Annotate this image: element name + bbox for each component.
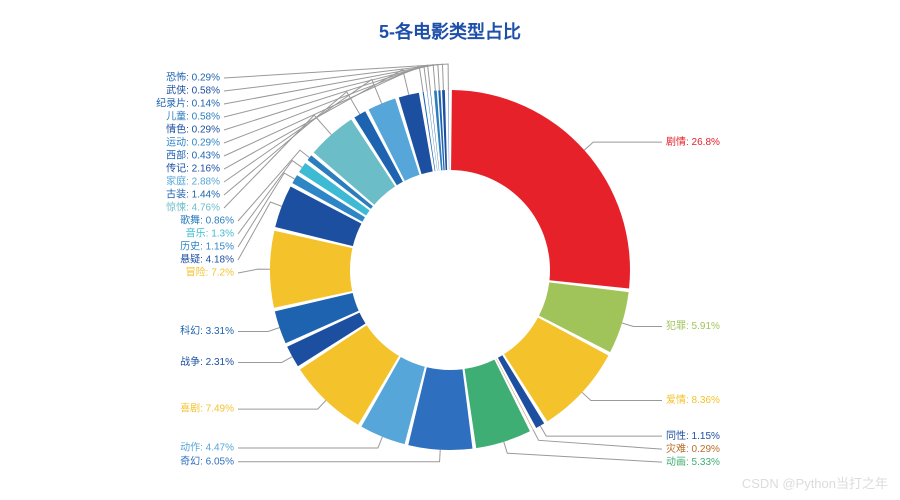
- label-leader: [533, 430, 662, 449]
- slice-label: 纪录片: 0.14%: [156, 97, 220, 110]
- slice-label: 动作: 4.47%: [180, 442, 234, 454]
- slice-label: 歌舞: 0.86%: [180, 214, 234, 227]
- slice-label: 喜剧: 7.49%: [180, 402, 234, 415]
- slice-label: 古装: 1.44%: [166, 188, 220, 201]
- slice-label: 惊悚: 4.76%: [166, 201, 220, 214]
- slice-label: 悬疑: 4.18%: [180, 254, 234, 266]
- donut-chart: 剧情: 26.8% 犯罪: 5.91% 爱情: 8.36% 同性: 1.15%灾难: …: [0, 0, 900, 500]
- label-leader: [238, 328, 279, 332]
- label-leader: [540, 426, 662, 436]
- label-leader: [238, 400, 326, 409]
- pie-slice: [448, 90, 449, 170]
- slice-label: 同性: 1.15%: [666, 429, 720, 442]
- slice-label: 爱情: 8.36%: [666, 393, 720, 406]
- slice-label: 动画: 5.33%: [666, 456, 720, 468]
- label-leader: [622, 323, 662, 327]
- label-leader: [584, 142, 662, 150]
- slice-label: 冒险: 7.2%: [186, 266, 234, 279]
- slice-label: 灾难: 0.29%: [666, 442, 720, 455]
- slice-label: 儿童: 0.58%: [166, 110, 220, 123]
- slice-label: 科幻: 3.31%: [180, 324, 234, 337]
- slice-label: 恐怖: 0.29%: [166, 71, 220, 84]
- slice-label: 传记: 2.16%: [166, 163, 220, 175]
- label-leader: [238, 357, 292, 363]
- slice-label: 家庭: 2.88%: [166, 175, 220, 188]
- slice-label: 剧情: 26.8%: [666, 135, 720, 148]
- label-leader: [224, 64, 443, 91]
- label-leader: [238, 269, 270, 273]
- slice-label: 战争: 2.31%: [180, 355, 234, 368]
- slice-label: 情色: 0.29%: [166, 123, 220, 136]
- label-leader: [582, 392, 662, 400]
- slice-label: 历史: 1.15%: [180, 241, 234, 253]
- slice-label: 奇幻: 6.05%: [180, 454, 234, 467]
- slice-label: 西部: 0.43%: [166, 149, 220, 162]
- slice-label: 犯罪: 5.91%: [666, 320, 720, 332]
- pie-slice: [451, 90, 630, 288]
- label-leader: [238, 437, 382, 448]
- slice-label: 音乐: 1.3%: [186, 227, 234, 240]
- slice-label: 武侠: 0.58%: [166, 84, 220, 97]
- label-leader: [238, 450, 440, 462]
- label-leader: [504, 442, 662, 462]
- watermark: CSDN @Python当打之年: [742, 473, 888, 492]
- slice-label: 运动: 0.29%: [166, 137, 220, 149]
